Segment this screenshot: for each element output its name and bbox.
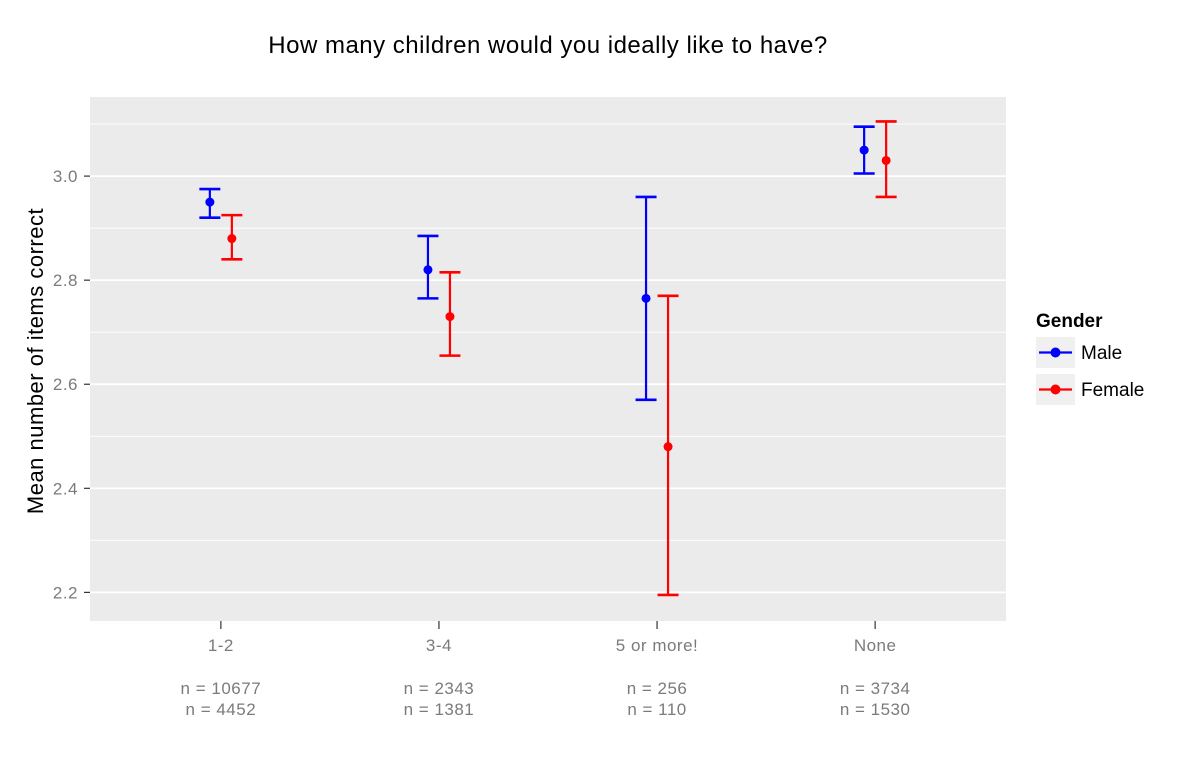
legend-title: Gender [1036, 311, 1103, 332]
errorbar-male-2 [417, 234, 439, 300]
n-label-male: n = 10677 [181, 679, 262, 698]
data-point-female [445, 312, 455, 322]
plot-title: How many children would you ideally like… [268, 32, 828, 59]
data-point-male [205, 197, 215, 207]
errorbar-male-4 [853, 125, 875, 175]
errorbar-male-1 [199, 187, 221, 220]
legend-key-point [1050, 384, 1061, 395]
data-point-male [859, 145, 869, 155]
errorbar-female-3 [657, 294, 679, 597]
data-point-male [641, 293, 651, 303]
data-point-male [423, 265, 433, 275]
y-tick-label: 3.0 [53, 167, 78, 186]
legend: Gender Male Female [1036, 311, 1144, 405]
errorbar-female-2 [439, 271, 461, 357]
y-tick-label: 2.4 [53, 479, 78, 498]
legend-item-female: Female [1036, 374, 1144, 405]
n-label-female: n = 1530 [840, 700, 911, 719]
legend-label: Female [1081, 380, 1144, 401]
legend-label: Male [1081, 343, 1122, 364]
n-label-female: n = 4452 [186, 700, 257, 719]
y-tick-label: 2.2 [53, 583, 78, 602]
data-point-female [227, 234, 237, 244]
data-point-female [881, 155, 891, 165]
x-tick-label: None [854, 636, 897, 655]
legend-key-point [1050, 347, 1061, 358]
data-point-female [663, 442, 673, 452]
n-label-female: n = 1381 [404, 700, 475, 719]
x-tick-label: 5 or more! [616, 636, 698, 655]
x-tick-label: 3-4 [426, 636, 452, 655]
y-tick-label: 2.8 [53, 271, 78, 290]
x-tick-label: 1-2 [208, 636, 234, 655]
plot-panel [90, 97, 1006, 621]
n-label-male: n = 256 [627, 679, 688, 698]
errorbar-female-4 [875, 120, 897, 199]
n-label-male: n = 2343 [404, 679, 475, 698]
y-tick-label: 2.6 [53, 375, 78, 394]
errorbar-male-3 [635, 195, 657, 402]
n-label-male: n = 3734 [840, 679, 911, 698]
n-label-female: n = 110 [627, 700, 686, 719]
legend-item-male: Male [1036, 337, 1122, 368]
errorbar-female-1 [221, 213, 243, 261]
